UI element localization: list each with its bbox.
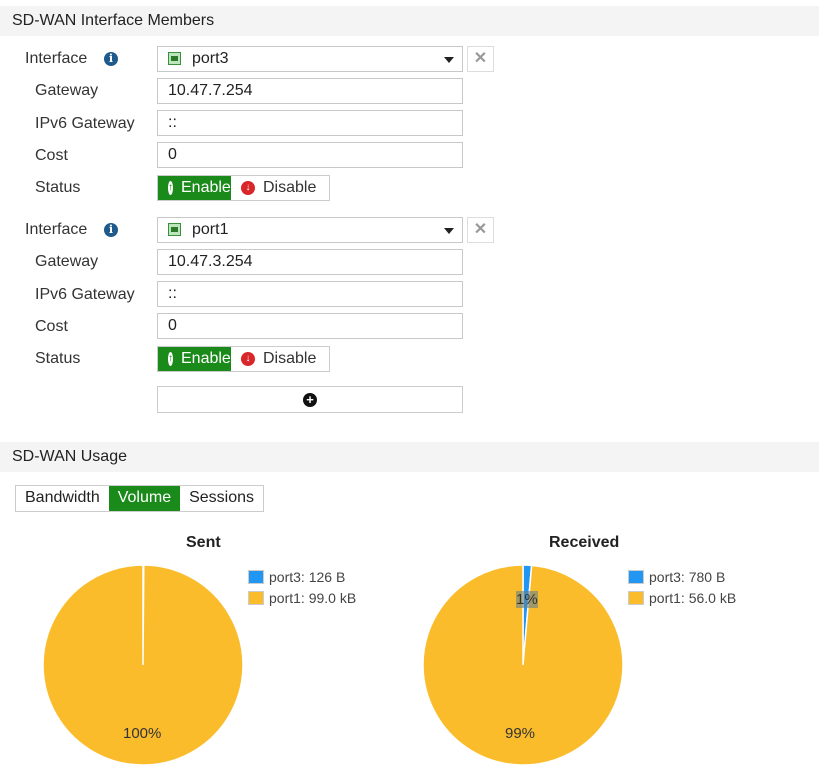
disable-label: Disable xyxy=(263,179,317,196)
chart-title-received: Received xyxy=(549,534,620,551)
ipv6-gateway-label: IPv6 Gateway xyxy=(35,115,135,132)
port-icon xyxy=(168,223,181,236)
legend-label: port1: 99.0 kB xyxy=(269,590,357,606)
legend-swatch xyxy=(248,570,264,584)
legend-item-port1[interactable]: port1: 99.0 kB xyxy=(248,590,356,606)
cost-input[interactable]: 0 xyxy=(157,313,463,339)
remove-member-button[interactable]: ✕ xyxy=(467,217,494,243)
info-icon[interactable]: i xyxy=(104,223,118,237)
plus-circle-icon: + xyxy=(303,393,317,407)
legend-swatch xyxy=(628,570,644,584)
ipv6-gateway-label: IPv6 Gateway xyxy=(35,286,135,303)
cost-label: Cost xyxy=(35,318,68,335)
ipv6-gateway-input[interactable]: :: xyxy=(157,110,463,136)
legend-label: port1: 56.0 kB xyxy=(649,590,737,606)
gateway-input[interactable]: 10.47.3.254 xyxy=(157,249,463,275)
enable-label: Enable xyxy=(181,179,231,196)
gateway-label: Gateway xyxy=(35,82,99,99)
data-label-received-port1: 99% xyxy=(505,725,536,742)
legend-swatch xyxy=(248,591,264,605)
legend-label: port3: 780 B xyxy=(649,569,726,585)
interface-select[interactable]: port1 xyxy=(157,217,463,243)
arrow-down-circle-icon: ↓ xyxy=(241,352,255,366)
arrow-up-circle-icon: ↑ xyxy=(168,181,173,195)
port-icon xyxy=(168,52,181,65)
interface-label: Interface xyxy=(25,221,88,238)
arrow-down-circle-icon: ↓ xyxy=(241,181,255,195)
tab-volume[interactable]: Volume xyxy=(108,486,181,511)
tab-bandwidth[interactable]: Bandwidth xyxy=(25,489,100,506)
enable-label: Enable xyxy=(181,350,231,367)
tab-sessions[interactable]: Sessions xyxy=(189,489,255,506)
chart-title-sent: Sent xyxy=(186,534,221,551)
cost-input[interactable]: 0 xyxy=(157,142,463,168)
status-label: Status xyxy=(35,179,81,196)
legend-item-port1[interactable]: port1: 56.0 kB xyxy=(628,590,736,606)
gateway-input[interactable]: 10.47.7.254 xyxy=(157,78,463,104)
legend-item-port3[interactable]: port3: 780 B xyxy=(628,569,725,585)
interface-value: port3 xyxy=(192,50,229,67)
legend-swatch xyxy=(628,591,644,605)
pie-slice-port1[interactable] xyxy=(422,564,624,766)
data-label-sent-port1: 100% xyxy=(123,725,162,742)
interface-value: port1 xyxy=(192,221,229,238)
add-member-button[interactable]: + xyxy=(157,386,463,413)
gateway-label: Gateway xyxy=(35,253,99,270)
legend-label: port3: 126 B xyxy=(269,569,346,585)
info-icon[interactable]: i xyxy=(104,52,118,66)
disable-button[interactable]: ↓ Disable xyxy=(231,176,329,200)
interface-select[interactable]: port3 xyxy=(157,46,463,72)
interface-label: Interface xyxy=(25,50,88,67)
enable-button[interactable]: ↑ Enable xyxy=(158,176,231,200)
chevron-down-icon xyxy=(444,228,454,234)
status-label: Status xyxy=(35,350,81,367)
arrow-up-circle-icon: ↑ xyxy=(168,352,173,366)
status-toggle: ↑ Enable ↓ Disable xyxy=(157,175,330,201)
usage-section-header: SD-WAN Usage xyxy=(0,442,819,472)
legend-item-port3[interactable]: port3: 126 B xyxy=(248,569,345,585)
pie-slice-port1[interactable] xyxy=(42,564,244,766)
cost-label: Cost xyxy=(35,147,68,164)
disable-button[interactable]: ↓ Disable xyxy=(231,347,329,371)
status-toggle: ↑ Enable ↓ Disable xyxy=(157,346,330,372)
disable-label: Disable xyxy=(263,350,317,367)
remove-member-button[interactable]: ✕ xyxy=(467,46,494,72)
data-label-received-port3: 1% xyxy=(516,591,538,608)
members-section-header: SD-WAN Interface Members xyxy=(0,6,819,36)
chevron-down-icon xyxy=(444,57,454,63)
usage-tabs: Bandwidth Volume Sessions xyxy=(15,485,265,512)
enable-button[interactable]: ↑ Enable xyxy=(158,347,231,371)
ipv6-gateway-input[interactable]: :: xyxy=(157,281,463,307)
